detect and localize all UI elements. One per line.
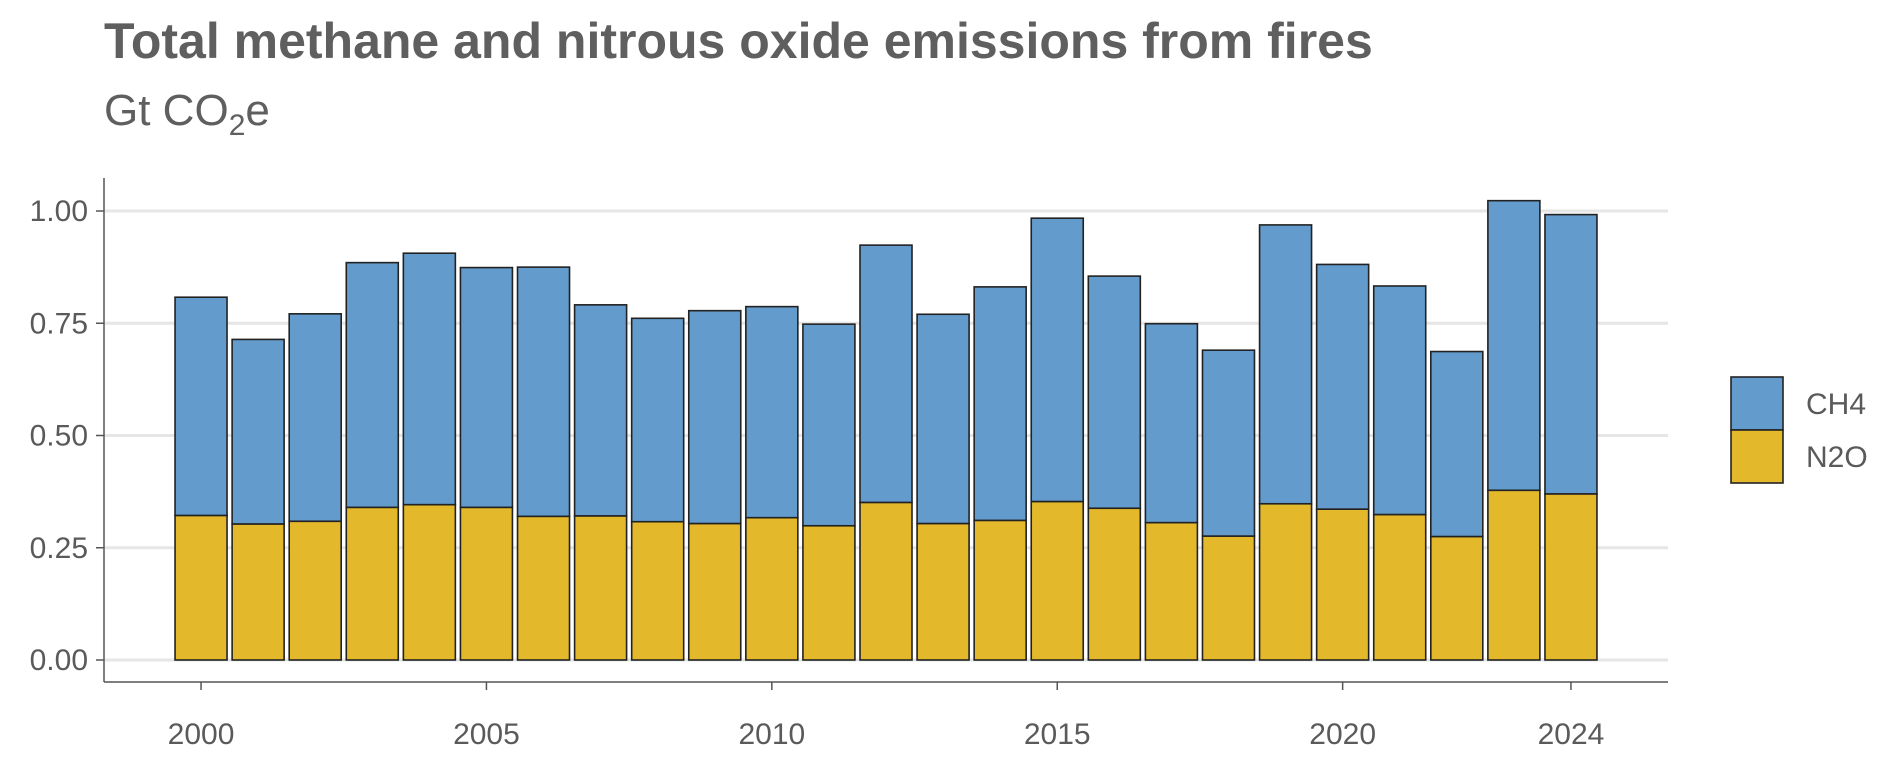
bar-n2o-2015 — [1030, 500, 1085, 661]
legend: CH4 N2O — [1730, 376, 1868, 484]
bar-ch4-2001 — [231, 338, 285, 525]
subtitle-suffix: e — [245, 86, 270, 135]
bar-n2o-2017 — [1144, 521, 1199, 661]
bar-ch4-2006 — [516, 266, 571, 518]
y-tick-label: 0.75 — [30, 307, 88, 340]
y-tick-label: 0.00 — [30, 644, 88, 677]
y-tick-label: 0.25 — [30, 532, 88, 565]
bar-n2o-2020 — [1315, 508, 1370, 661]
legend-swatch-ch4 — [1730, 376, 1784, 431]
chart-subtitle: Gt CO2e — [104, 86, 270, 141]
bar-n2o-2002 — [288, 520, 342, 661]
bar-ch4-2022 — [1430, 350, 1484, 538]
bar-n2o-2007 — [573, 515, 628, 661]
axes: 0.00 0.25 0.50 0.75 1.00 2000 2005 2010 2015 2020… — [30, 178, 1668, 751]
bar-ch4-2004 — [402, 252, 457, 506]
y-tick-label: 0.50 — [30, 420, 88, 453]
x-tick-label: 2010 — [738, 718, 805, 751]
bar-n2o-2008 — [630, 520, 685, 661]
bar-ch4-2010 — [745, 305, 799, 519]
bar-ch4-2017 — [1144, 322, 1199, 524]
bar-ch4-2016 — [1087, 275, 1142, 510]
bar-ch4-2019 — [1258, 224, 1313, 505]
bar-n2o-2024 — [1544, 493, 1598, 661]
bar-ch4-2020 — [1315, 263, 1370, 510]
bar-ch4-2015 — [1030, 217, 1085, 503]
bar-n2o-2003 — [345, 506, 400, 661]
bar-n2o-2012 — [859, 501, 913, 661]
chart-title: Total methane and nitrous oxide emission… — [104, 13, 1373, 69]
x-tick-label: 2000 — [168, 718, 235, 751]
bar-ch4-2024 — [1544, 213, 1598, 495]
bar-n2o-2011 — [802, 524, 856, 661]
bar-ch4-2023 — [1487, 199, 1541, 492]
x-tick-label: 2015 — [1024, 718, 1091, 751]
bar-ch4-2014 — [973, 286, 1027, 522]
bar-n2o-2022 — [1430, 535, 1484, 661]
bar-n2o-2010 — [745, 516, 799, 661]
legend-swatch-n2o — [1730, 429, 1784, 484]
x-tick-label: 2024 — [1538, 718, 1605, 751]
subtitle-subscript: 2 — [228, 109, 246, 142]
bar-n2o-2021 — [1372, 513, 1427, 661]
subtitle-prefix: Gt CO — [104, 86, 229, 135]
legend-label-n2o: N2O — [1806, 441, 1868, 474]
y-tick-label: 1.00 — [30, 195, 88, 228]
x-tick-label: 2005 — [453, 718, 520, 751]
bar-ch4-2002 — [288, 313, 342, 523]
bar-ch4-2018 — [1201, 349, 1256, 537]
legend-label-ch4: CH4 — [1806, 388, 1866, 421]
bar-ch4-2000 — [174, 296, 228, 517]
bar-n2o-2009 — [687, 522, 742, 661]
bar-ch4-2008 — [630, 317, 685, 523]
bar-ch4-2009 — [687, 309, 742, 525]
bar-n2o-2019 — [1258, 502, 1313, 661]
bar-n2o-2023 — [1487, 489, 1541, 661]
bar-n2o-2004 — [402, 503, 457, 661]
bar-ch4-2012 — [859, 244, 913, 504]
bar-n2o-2000 — [174, 514, 228, 661]
bar-n2o-2018 — [1201, 535, 1256, 661]
bar-n2o-2005 — [459, 506, 514, 661]
bar-n2o-2016 — [1087, 507, 1142, 661]
bar-ch4-2021 — [1372, 285, 1427, 516]
bar-n2o-2014 — [973, 519, 1027, 661]
bar-ch4-2005 — [459, 266, 514, 509]
bar-n2o-2001 — [231, 523, 285, 661]
bar-n2o-2013 — [916, 522, 970, 661]
x-tick-label: 2020 — [1309, 718, 1376, 751]
bar-ch4-2007 — [573, 304, 628, 517]
bar-ch4-2003 — [345, 261, 400, 509]
bar-n2o-2006 — [516, 515, 571, 661]
bar-ch4-2011 — [802, 323, 856, 527]
bars — [174, 199, 1598, 661]
bar-ch4-2013 — [916, 313, 970, 525]
